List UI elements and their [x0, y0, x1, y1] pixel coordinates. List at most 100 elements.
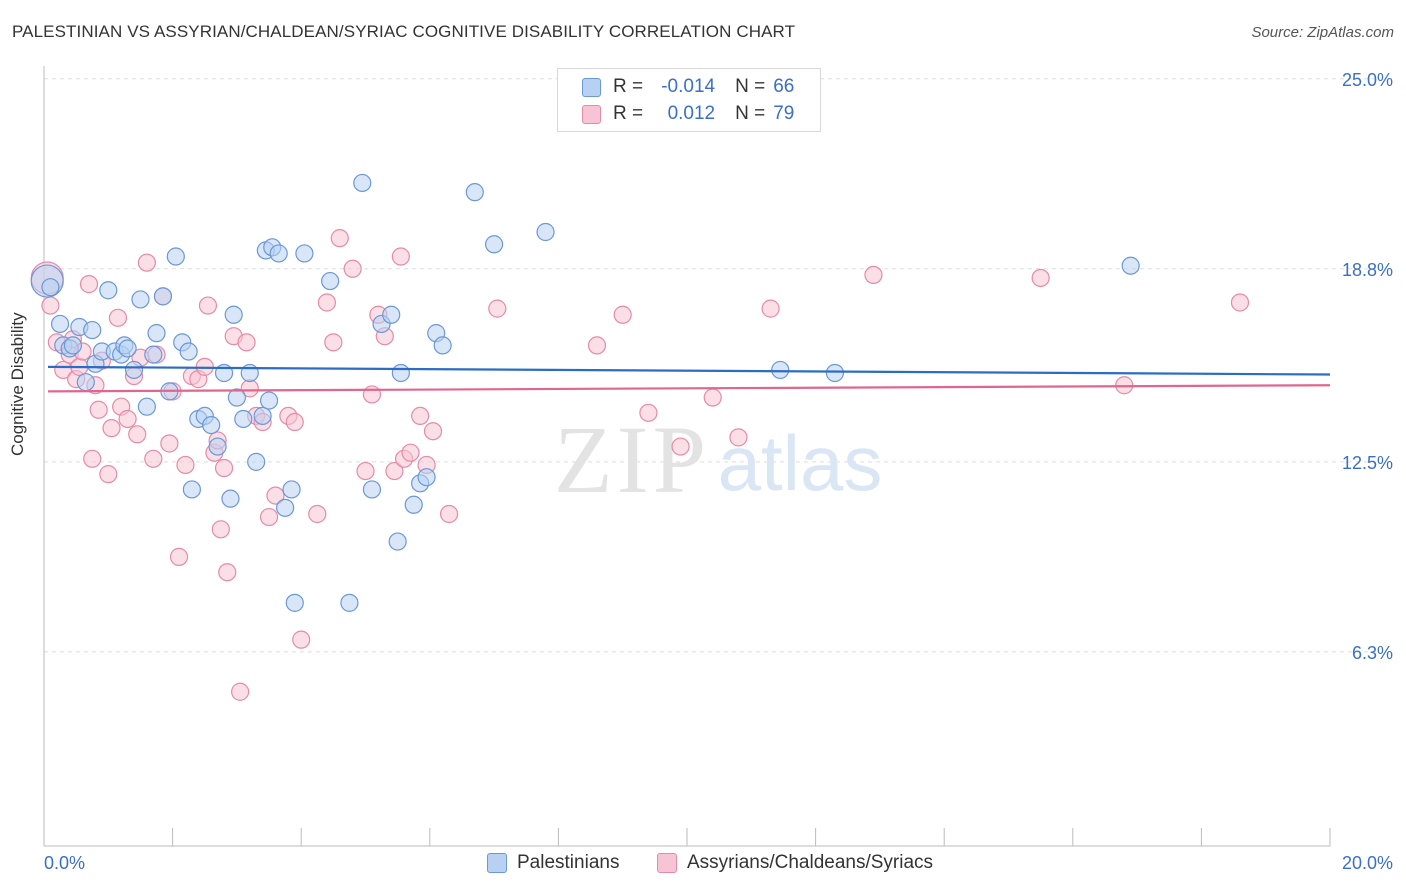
bottom-legend-label: Assyrians/Chaldeans/Syriacs — [687, 852, 934, 873]
palestinians-point — [465, 183, 484, 202]
palestinians-point — [221, 489, 240, 508]
palestinians-point — [417, 468, 436, 487]
assyrians-point — [729, 428, 748, 447]
legend-swatch-pink — [582, 104, 601, 124]
bottom-legend-label: Palestinians — [517, 852, 620, 873]
assyrians-point — [308, 504, 327, 524]
assyrians-point — [211, 520, 230, 539]
x-tick-label: 0.0% — [44, 853, 85, 873]
legend-row-assyrians: R = 0.012 N = 79 — [582, 102, 794, 126]
palestinians-point — [63, 336, 83, 355]
palestinians-point — [182, 480, 201, 499]
axes — [43, 66, 1331, 847]
palestinians-point — [404, 495, 423, 514]
watermark-zip: ZIP — [554, 406, 710, 513]
assyrians-point — [587, 336, 607, 355]
bottom-legend-swatch-blue — [487, 853, 507, 873]
legend-r-value: 0.012 — [667, 103, 716, 124]
assyrians-point — [160, 434, 179, 453]
assyrians-point — [176, 455, 195, 475]
bottom-legend: Palestinians Assyrians/Chaldeans/Syriacs — [0, 852, 1406, 876]
series-palestinians-points — [30, 173, 1140, 612]
tick-labels: 6.3% 12.5% 18.8% 25.0% 0.0% 20.0% — [44, 70, 1393, 873]
bottom-legend-swatch-pink — [657, 853, 677, 873]
palestinians-point — [83, 320, 102, 340]
palestinians-point — [76, 373, 95, 392]
assyrians-point — [169, 547, 189, 566]
palestinians-trend-line — [47, 365, 1331, 376]
assyrians-point — [488, 299, 507, 318]
palestinians-point — [41, 278, 60, 297]
y-tick-label: 6.3% — [1352, 643, 1393, 663]
palestinians-point — [234, 409, 253, 429]
source-label: Source: ZipAtlas.com — [1251, 24, 1394, 41]
palestinians-point — [124, 360, 144, 380]
palestinians-point — [825, 363, 844, 383]
legend-swatch-blue — [582, 77, 601, 97]
legend-n-value: 66 — [773, 76, 795, 97]
assyrians-point — [102, 419, 121, 438]
assyrians-point — [118, 409, 137, 429]
palestinians-point — [536, 222, 555, 242]
palestinians-point — [269, 244, 288, 263]
legend-r-label: R = — [613, 103, 644, 124]
assyrians-point — [198, 296, 218, 315]
palestinians-point — [295, 244, 314, 263]
palestinians-point — [485, 235, 504, 254]
y-tick-label: 12.5% — [1342, 453, 1393, 473]
assyrians-point — [89, 400, 108, 419]
palestinians-point — [227, 388, 246, 407]
legend-row-palestinians: R = -0.014 N = 66 — [582, 75, 794, 99]
assyrians-point — [613, 305, 632, 324]
palestinians-point — [118, 339, 137, 358]
legend: R = -0.014 N = 66 R = 0.012 N = 79 — [557, 68, 821, 132]
chart-title: PALESTINIAN VS ASSYRIAN/CHALDEAN/SYRIAC … — [12, 22, 796, 41]
assyrians-point — [864, 265, 883, 285]
assyrians-point — [362, 385, 382, 404]
assyrians-point — [41, 296, 60, 315]
assyrians-point — [237, 333, 256, 352]
assyrians-point — [231, 682, 250, 701]
palestinians-point — [388, 532, 407, 551]
palestinians-point — [382, 305, 401, 324]
legend-n-value: 79 — [773, 103, 795, 124]
bottom-legend-assyrians: Assyrians/Chaldeans/Syriacs — [657, 852, 933, 874]
palestinians-point — [153, 287, 173, 306]
assyrians-point — [1031, 268, 1050, 288]
assyrians-point — [411, 406, 430, 425]
y-tick-label: 25.0% — [1342, 70, 1393, 90]
palestinians-point — [285, 593, 304, 612]
palestinians-point — [362, 480, 382, 499]
assyrians-point — [214, 458, 234, 478]
watermark: ZIP atlas — [554, 406, 882, 513]
assyrians-point — [292, 630, 311, 649]
assyrians-point — [330, 229, 349, 248]
palestinians-point — [433, 336, 452, 355]
assyrians-point — [285, 412, 304, 432]
palestinians-point — [771, 360, 790, 380]
x-tick-label: 20.0% — [1342, 853, 1393, 873]
palestinians-point — [166, 247, 185, 266]
assyrians-point — [108, 308, 128, 327]
legend-r-value: -0.014 — [661, 76, 716, 97]
palestinians-point — [253, 406, 272, 425]
palestinians-point — [137, 397, 156, 416]
assyrians-point — [703, 388, 722, 407]
palestinians-point — [282, 480, 301, 499]
legend-n-label: N = — [735, 76, 766, 97]
assyrians-point — [266, 486, 285, 505]
y-axis-label: Cognitive Disability — [8, 312, 27, 456]
assyrians-point — [259, 507, 279, 527]
assyrians-point — [671, 437, 690, 456]
palestinians-point — [353, 173, 372, 193]
assyrians-point — [356, 461, 375, 481]
assyrians-point — [324, 333, 343, 352]
assyrians-point — [439, 504, 459, 524]
palestinians-point — [340, 593, 359, 612]
assyrians-trend-line — [47, 384, 1331, 393]
grid-lines — [44, 78, 1380, 653]
palestinians-point — [321, 271, 340, 291]
assyrians-point — [79, 275, 99, 294]
assyrians-point — [317, 293, 337, 312]
